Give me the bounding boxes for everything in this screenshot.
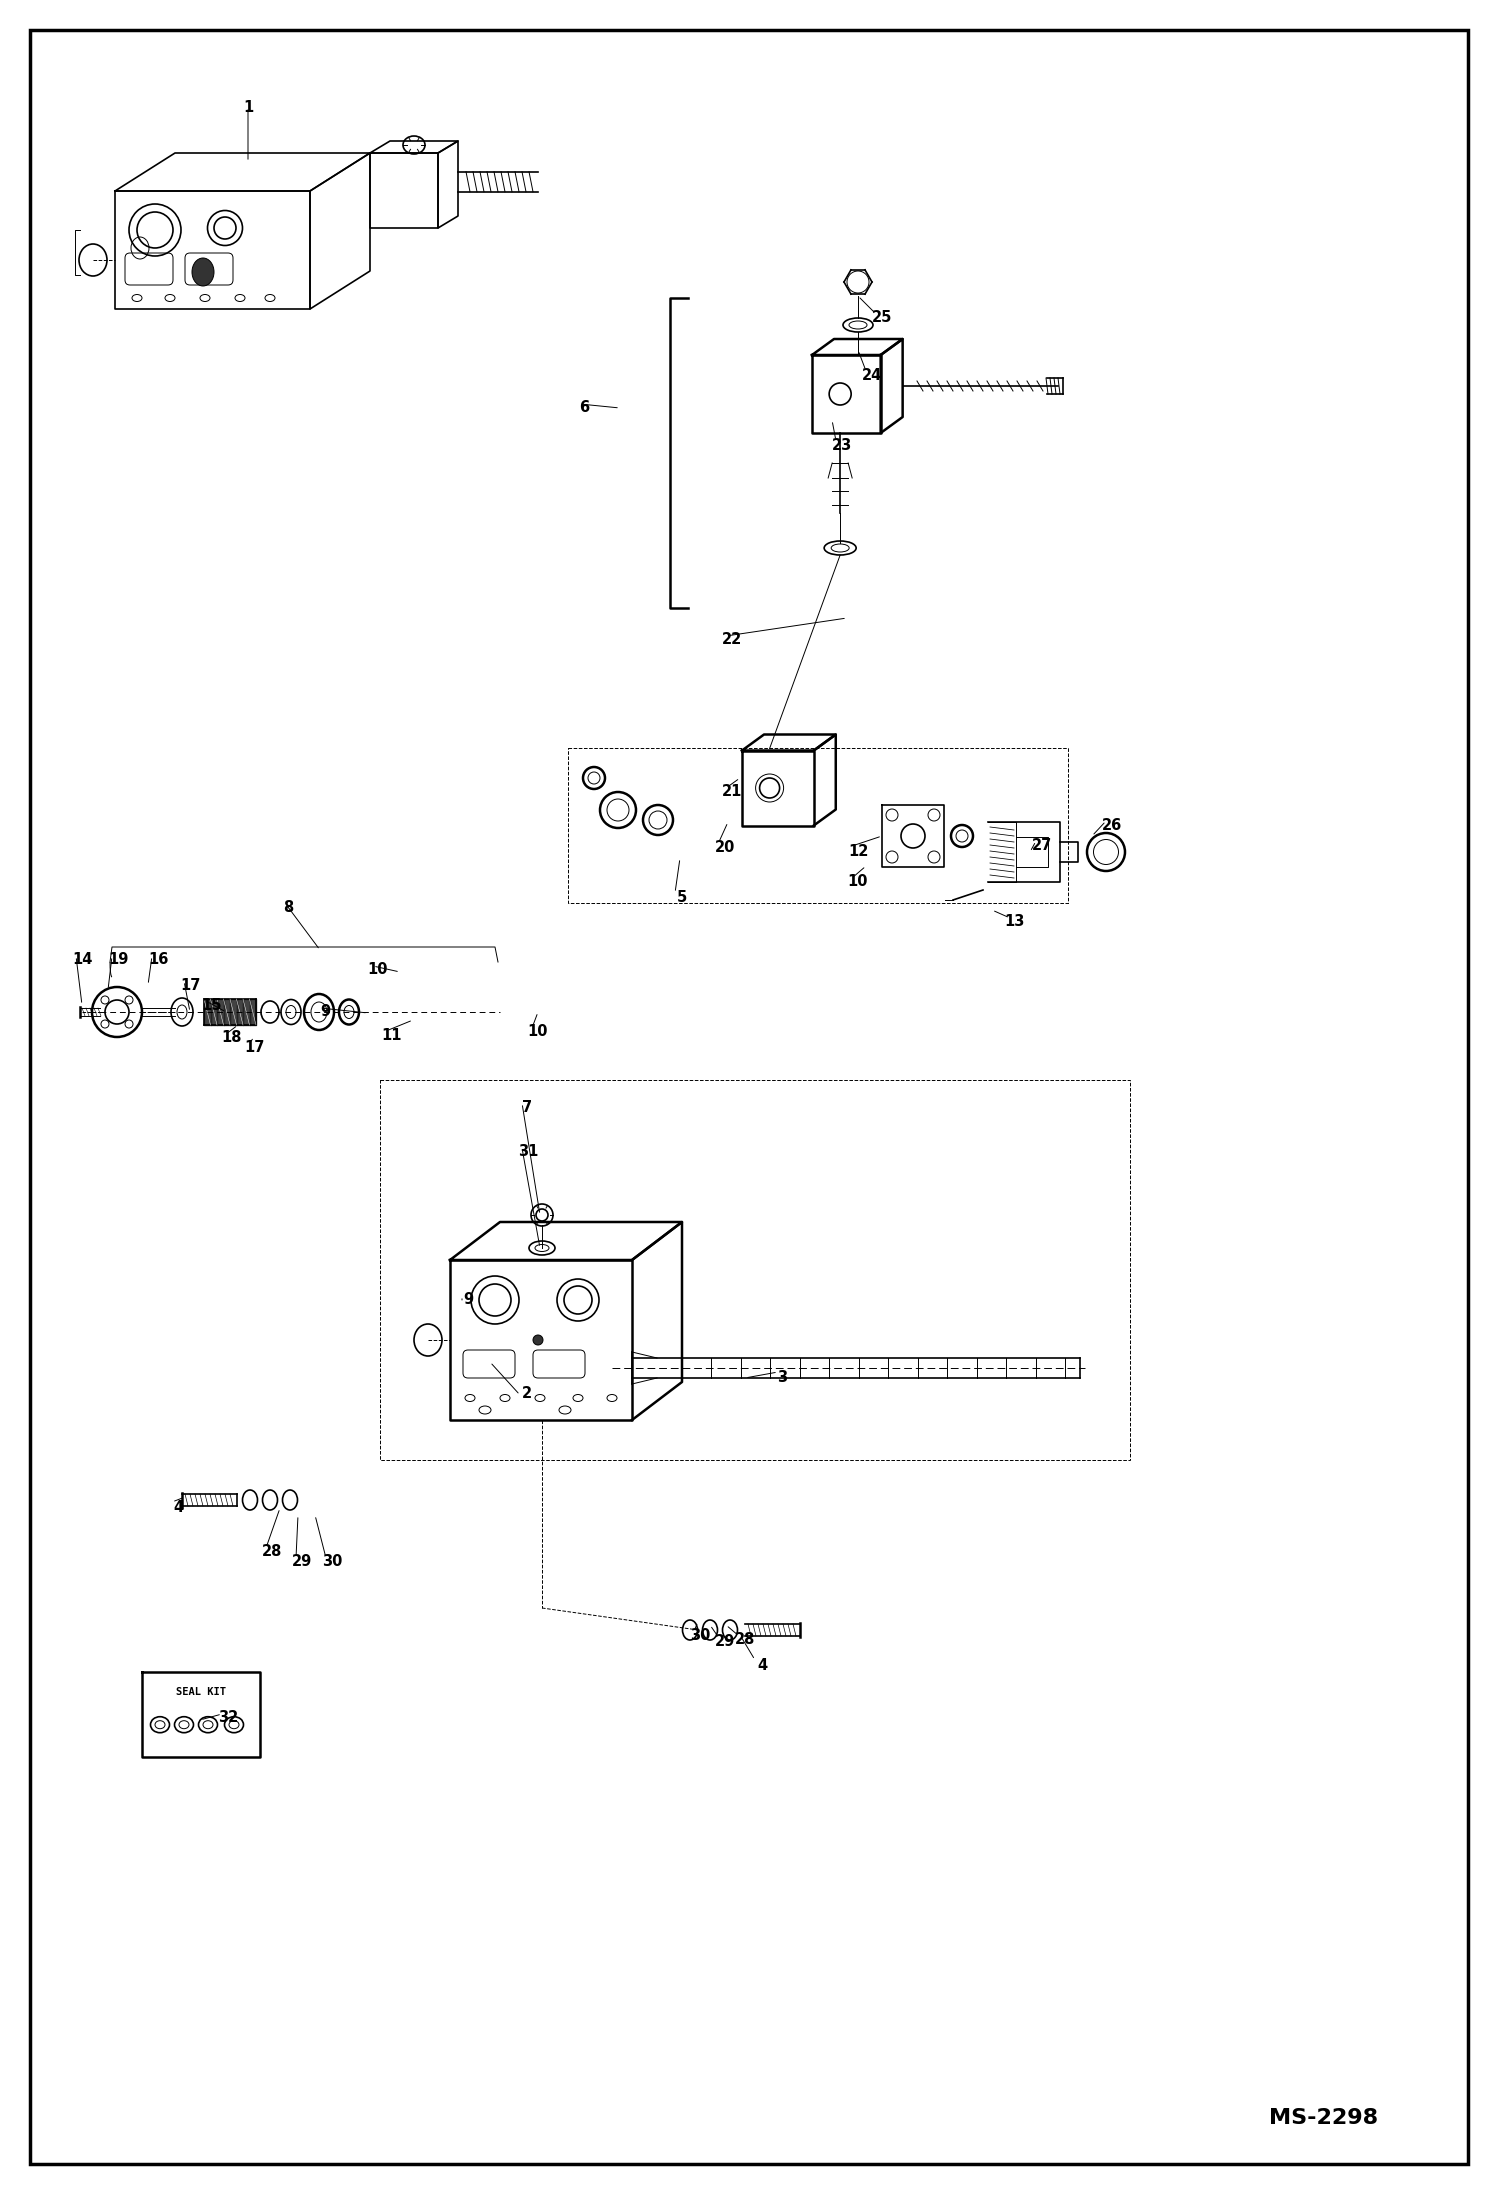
Text: 2: 2 <box>521 1384 532 1400</box>
Text: 23: 23 <box>831 437 852 452</box>
Bar <box>380 1079 1129 1459</box>
Text: 30: 30 <box>689 1628 710 1643</box>
Text: 6: 6 <box>578 402 589 415</box>
Ellipse shape <box>533 1334 542 1345</box>
Text: 29: 29 <box>715 1635 736 1650</box>
Text: 32: 32 <box>217 1711 238 1724</box>
Text: 10: 10 <box>848 875 869 889</box>
Text: 12: 12 <box>848 845 869 860</box>
Text: 26: 26 <box>1103 818 1122 832</box>
Text: 9: 9 <box>463 1292 473 1308</box>
Text: 7: 7 <box>521 1101 532 1115</box>
Text: 22: 22 <box>722 632 742 647</box>
Text: 1: 1 <box>243 99 253 114</box>
Text: 31: 31 <box>518 1145 538 1158</box>
Text: 25: 25 <box>872 312 893 325</box>
Text: 10: 10 <box>527 1025 548 1040</box>
Text: 10: 10 <box>367 963 388 979</box>
Text: 19: 19 <box>108 952 129 968</box>
Text: 17: 17 <box>244 1040 265 1055</box>
Text: 21: 21 <box>722 785 742 799</box>
Text: 28: 28 <box>262 1545 282 1560</box>
Text: 29: 29 <box>292 1556 312 1569</box>
Text: 5: 5 <box>677 889 688 904</box>
Text: MS-2298: MS-2298 <box>1269 2108 1378 2128</box>
Text: 14: 14 <box>72 952 93 968</box>
Text: SEAL KIT: SEAL KIT <box>175 1687 226 1698</box>
Bar <box>568 748 1068 904</box>
Text: 4: 4 <box>172 1501 183 1516</box>
Text: 27: 27 <box>1032 838 1052 853</box>
Text: 13: 13 <box>1005 915 1025 930</box>
Text: 18: 18 <box>222 1031 243 1047</box>
Ellipse shape <box>192 259 214 285</box>
Text: 3: 3 <box>777 1371 786 1384</box>
Text: 20: 20 <box>715 840 736 856</box>
Text: 9: 9 <box>321 1005 330 1020</box>
Text: 30: 30 <box>322 1556 342 1569</box>
Text: 28: 28 <box>736 1632 755 1648</box>
Text: 15: 15 <box>202 998 222 1011</box>
Text: 11: 11 <box>382 1027 403 1042</box>
Text: 24: 24 <box>861 369 882 382</box>
Text: 17: 17 <box>180 979 201 992</box>
Text: 4: 4 <box>756 1656 767 1672</box>
Text: 8: 8 <box>283 900 294 915</box>
Text: 16: 16 <box>148 952 168 968</box>
